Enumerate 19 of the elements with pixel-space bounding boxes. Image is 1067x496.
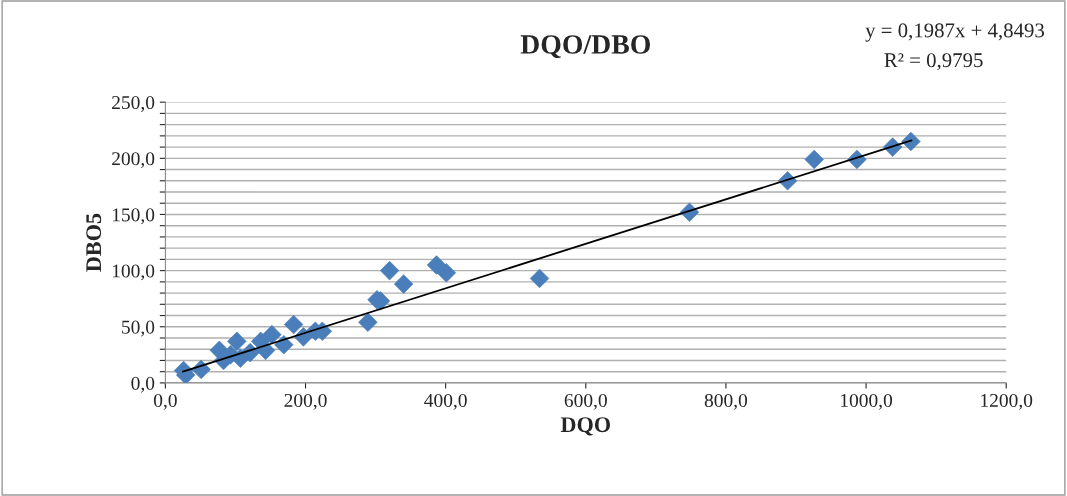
chart-title: DQO/DBO [520, 35, 651, 59]
x-tick-label: 800,0 [704, 393, 748, 410]
x-tick-label: 1000,0 [841, 393, 893, 410]
x-axis-title: DQO [560, 417, 611, 436]
y-tick-label: 50,0 [122, 320, 155, 337]
point [283, 314, 304, 335]
x-tick-label: 200,0 [284, 393, 327, 410]
text: R² = 0,9795 [884, 53, 983, 71]
y-tick-label: 250,0 [112, 95, 155, 112]
x-tick-label: 1200,0 [981, 393, 1033, 410]
y-tick-label: 150,0 [112, 208, 155, 225]
y-axis-title: DBO5 [86, 213, 102, 272]
y-tick-label: 0,0 [131, 376, 155, 393]
x-tick-label: 400,0 [424, 393, 467, 410]
text: y = 0,1987x + 4,8493 [865, 23, 1045, 42]
x-tick-label: 0,0 [153, 393, 177, 410]
y-tick-label: 200,0 [112, 152, 155, 169]
x-tick-label: 600,0 [564, 393, 607, 410]
y-tick-label: 100,0 [112, 264, 155, 281]
